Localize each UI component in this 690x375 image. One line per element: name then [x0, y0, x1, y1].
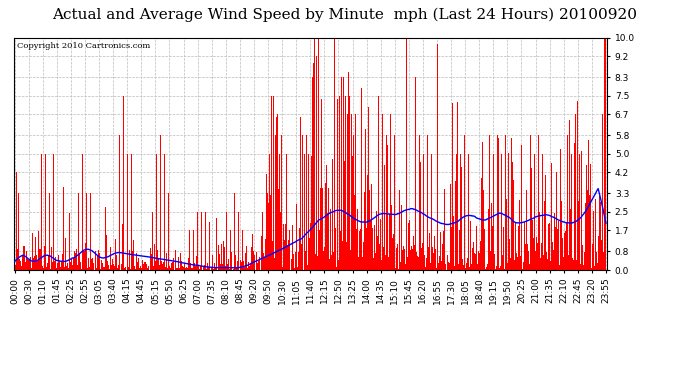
Text: Copyright 2010 Cartronics.com: Copyright 2010 Cartronics.com	[17, 42, 150, 50]
Text: Actual and Average Wind Speed by Minute  mph (Last 24 Hours) 20100920: Actual and Average Wind Speed by Minute …	[52, 8, 638, 22]
